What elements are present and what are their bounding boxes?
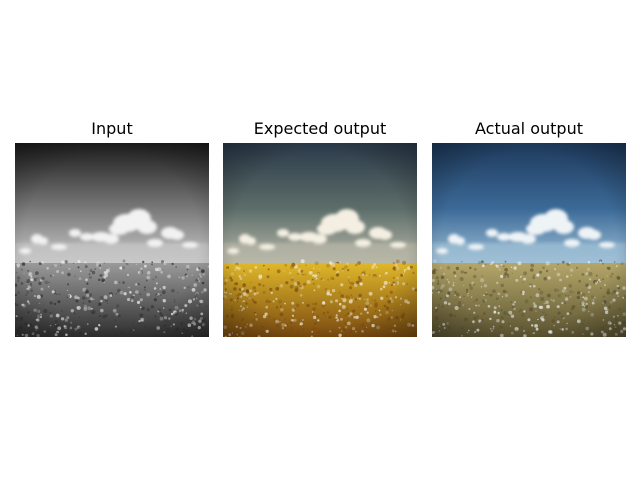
input-image: [15, 143, 209, 337]
expected-output-image: [223, 143, 417, 337]
actual-output-image: [432, 143, 626, 337]
panel-title-expected-output: Expected output: [253, 119, 387, 138]
panel-title-actual-output: Actual output: [475, 119, 583, 138]
panel-title-input: Input: [91, 119, 133, 138]
